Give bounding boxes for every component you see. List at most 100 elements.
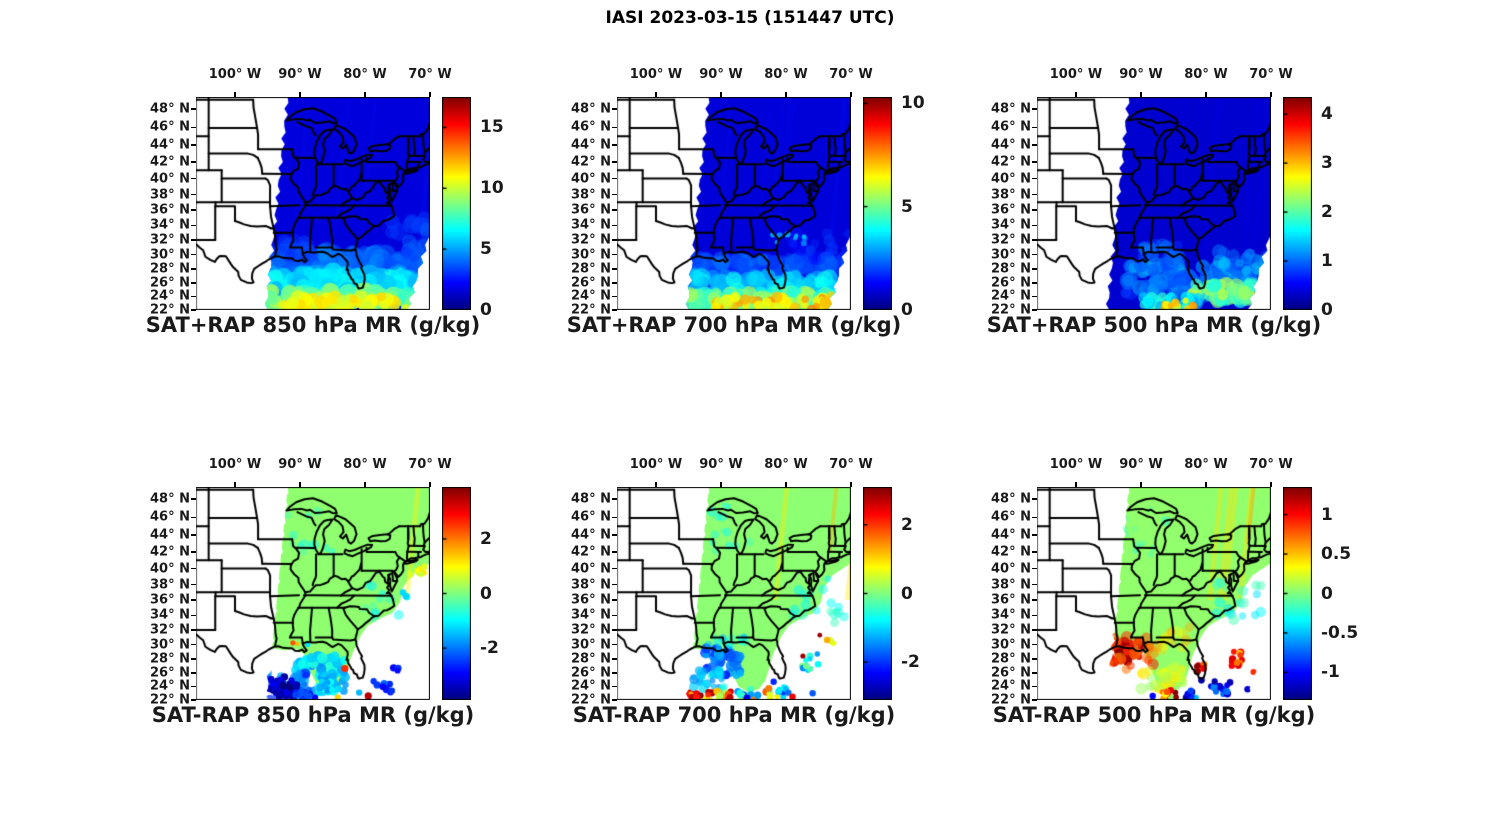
- lat-tick-label: 34° N: [150, 217, 190, 233]
- colorbar-tick-label: -0.5: [1321, 622, 1359, 643]
- lat-tick-label: 24° N: [571, 288, 611, 304]
- lon-tick-label: 80° W: [1184, 67, 1228, 82]
- lat-tick-label: 48° N: [991, 101, 1031, 117]
- panel-sat-minus-rap-700: 100° W 90° W 80° W 70° W 48° N 46° N 44° N 42°…: [571, 457, 920, 727]
- panel-title: SAT-RAP 500 hPa MR (g/kg): [992, 703, 1316, 727]
- lat-tick-label: 40° N: [150, 171, 190, 187]
- lon-tick-label: 80° W: [764, 457, 808, 472]
- colorbar-tick-label: 1: [1321, 504, 1333, 525]
- lat-tick-label: 40° N: [571, 171, 611, 187]
- lat-tick-label: 26° N: [150, 275, 190, 291]
- colorbar-tick-label: -2: [901, 652, 920, 673]
- lat-tick-label: 42° N: [571, 544, 611, 560]
- lat-tick-label: 30° N: [571, 247, 611, 263]
- colorbar: [1283, 487, 1312, 700]
- lon-tick-label: 80° W: [764, 67, 808, 82]
- lat-tick-label: 48° N: [991, 491, 1031, 507]
- lat-tick-label: 30° N: [991, 247, 1031, 263]
- panel-title: SAT+RAP 500 hPa MR (g/kg): [986, 313, 1322, 337]
- lat-tick-label: 28° N: [150, 651, 190, 667]
- lon-tick-label: 70° W: [1249, 457, 1293, 472]
- lat-tick-label: 26° N: [991, 275, 1031, 291]
- colorbar-tick-label: 0: [1321, 300, 1333, 320]
- map-canvas: [196, 487, 430, 700]
- lat-tick-label: 36° N: [571, 202, 611, 218]
- lat-tick-label: 36° N: [571, 592, 611, 608]
- lon-tick-label: 70° W: [829, 457, 873, 472]
- lat-tick-label: 48° N: [571, 101, 611, 117]
- lat-tick-label: 38° N: [150, 187, 190, 203]
- colorbar-tick-label: 0: [480, 583, 492, 604]
- lat-tick-label: 36° N: [150, 202, 190, 218]
- colorbar-tick-label: 10: [480, 178, 504, 199]
- lat-tick-label: 38° N: [571, 187, 611, 203]
- lat-tick-label: 24° N: [991, 288, 1031, 304]
- lon-tick-label: 100° W: [1049, 457, 1103, 472]
- colorbar-tick-label: 5: [480, 239, 492, 260]
- lat-tick-label: 46° N: [991, 509, 1031, 525]
- lon-tick-label: 90° W: [278, 67, 322, 82]
- lat-tick-label: 38° N: [571, 577, 611, 593]
- lat-tick-label: 32° N: [571, 232, 611, 248]
- lat-tick-label: 32° N: [150, 232, 190, 248]
- lat-tick-label: 36° N: [991, 592, 1031, 608]
- lat-tick-label: 40° N: [150, 561, 190, 577]
- lat-tick-label: 30° N: [991, 637, 1031, 653]
- colorbar-tick-label: 0: [480, 300, 492, 320]
- lat-tick-label: 42° N: [150, 544, 190, 560]
- panel-sat-plus-rap-700: 100° W 90° W 80° W 70° W 48° N 46° N 44° N 42°…: [567, 67, 925, 337]
- panel-title: SAT-RAP 850 hPa MR (g/kg): [151, 703, 475, 727]
- lat-tick-label: 38° N: [150, 577, 190, 593]
- colorbar-tick-label: 0: [1321, 583, 1333, 604]
- colorbar-tick-label: 5: [901, 196, 913, 217]
- lat-tick-label: 46° N: [571, 509, 611, 525]
- panel-sat-plus-rap-850: 100° W 90° W 80° W 70° W 48° N 46° N 44° N 42°…: [146, 67, 504, 337]
- panel-sat-minus-rap-850: 100° W 90° W 80° W 70° W 48° N 46° N 44° N 42°…: [150, 457, 499, 727]
- lon-tick-label: 70° W: [1249, 67, 1293, 82]
- lat-tick-label: 24° N: [150, 678, 190, 694]
- lat-tick-label: 34° N: [991, 217, 1031, 233]
- lon-tick-label: 70° W: [408, 67, 452, 82]
- lat-tick-label: 32° N: [571, 622, 611, 638]
- lat-tick-label: 48° N: [150, 101, 190, 117]
- lon-tick-label: 80° W: [1184, 457, 1228, 472]
- lat-tick-label: 28° N: [991, 261, 1031, 277]
- figure-title: IASI 2023-03-15 (151447 UTC): [605, 8, 895, 28]
- lon-tick-label: 100° W: [208, 67, 262, 82]
- colorbar: [863, 97, 892, 310]
- lon-tick-label: 70° W: [408, 457, 452, 472]
- lat-tick-label: 46° N: [991, 119, 1031, 135]
- lon-tick-label: 90° W: [1119, 457, 1163, 472]
- colorbar: [442, 97, 471, 310]
- lat-tick-label: 42° N: [991, 544, 1031, 560]
- lat-tick-label: 32° N: [991, 622, 1031, 638]
- lat-tick-label: 34° N: [571, 607, 611, 623]
- colorbar-tick-label: -2: [480, 638, 499, 659]
- map-canvas: [1037, 487, 1271, 700]
- lat-tick-label: 28° N: [571, 651, 611, 667]
- panel-title: SAT+RAP 850 hPa MR (g/kg): [145, 313, 481, 337]
- lon-tick-label: 90° W: [1119, 67, 1163, 82]
- lat-tick-label: 26° N: [571, 665, 611, 681]
- lon-tick-label: 100° W: [629, 457, 683, 472]
- lat-tick-label: 42° N: [150, 154, 190, 170]
- lat-tick-label: 36° N: [991, 202, 1031, 218]
- lon-tick-label: 90° W: [278, 457, 322, 472]
- colorbar-tick-label: -1: [1321, 662, 1340, 683]
- lat-tick-label: 42° N: [991, 154, 1031, 170]
- lat-tick-label: 24° N: [571, 678, 611, 694]
- lat-tick-label: 24° N: [991, 678, 1031, 694]
- colorbar-tick-label: 2: [901, 514, 913, 535]
- map-canvas: [196, 97, 430, 310]
- colorbar-tick-label: 10: [901, 93, 925, 114]
- lat-tick-label: 44° N: [571, 527, 611, 543]
- lat-tick-label: 26° N: [150, 665, 190, 681]
- colorbar: [1283, 97, 1312, 310]
- lon-tick-label: 70° W: [829, 67, 873, 82]
- colorbar-tick-label: 2: [480, 528, 492, 549]
- lat-tick-label: 46° N: [571, 119, 611, 135]
- lat-tick-label: 44° N: [150, 137, 190, 153]
- lon-tick-label: 100° W: [1049, 67, 1103, 82]
- lat-tick-label: 32° N: [150, 622, 190, 638]
- lat-tick-label: 28° N: [150, 261, 190, 277]
